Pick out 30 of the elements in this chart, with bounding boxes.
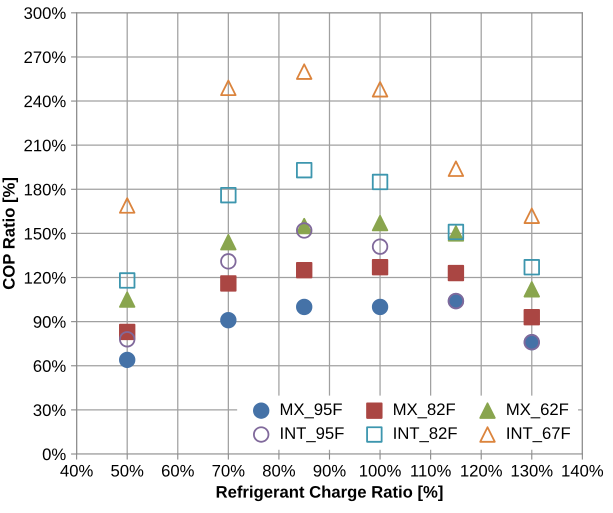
x-tick-label: 60% (162, 464, 194, 477)
y-tick-label: 180% (24, 184, 66, 196)
legend-label: INT_95F (281, 427, 344, 442)
y-tick-label: 240% (24, 95, 66, 108)
x-axis-title: Refrigerant Charge Ratio [%] (216, 486, 442, 502)
y-tick-label: 90% (34, 316, 66, 328)
y-tick-label: 30% (33, 404, 66, 416)
y-tick-label: 60% (34, 360, 66, 372)
x-tick-label: 70% (212, 464, 244, 477)
x-tick-label: 140% (562, 464, 604, 477)
x-tick-label: 130% (512, 464, 552, 477)
x-tick-label: 110% (411, 464, 451, 477)
y-tick-label: 210% (24, 140, 66, 152)
legend-label: MX_62F (507, 403, 568, 418)
x-tick-label: 40% (60, 464, 93, 477)
x-tick-label: 50% (111, 464, 144, 477)
x-tick-label: 90% (314, 464, 346, 477)
y-tick-label: 300% (24, 7, 66, 20)
y-tick-label: 150% (24, 228, 66, 240)
y-tick-label: 270% (24, 51, 66, 64)
x-tick-label: 80% (262, 464, 295, 477)
y-tick-label: 120% (24, 272, 66, 284)
x-tick-label: 120% (461, 464, 502, 477)
legend-label: MX_82F (394, 403, 456, 418)
x-tick-label: 100% (360, 464, 401, 477)
legend-label: INT_82F (394, 427, 457, 442)
y-tick-label: 0% (42, 448, 66, 460)
legend-label: INT_67F (507, 427, 570, 442)
y-axis-title: COP Ratio [%] (2, 178, 18, 290)
legend-label: MX_95F (280, 403, 342, 418)
